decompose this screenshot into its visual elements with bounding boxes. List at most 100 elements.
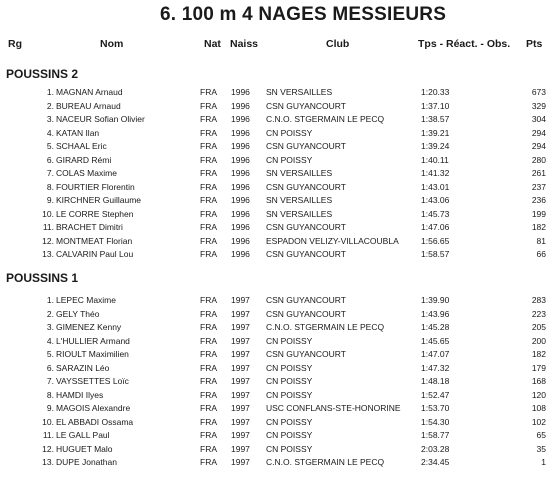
nationality: FRA bbox=[200, 362, 217, 373]
rank-cell: 5. bbox=[46, 141, 54, 151]
birth-year: 1996 bbox=[231, 168, 250, 178]
table-row: 13. DUPE Jonathan FRA 1997 C.N.O. STGERMAIN … bbox=[0, 457, 553, 470]
swim-time: 1:38.57 bbox=[421, 114, 450, 124]
rank-cell: 7. bbox=[46, 376, 54, 386]
swim-time: 1:54.30 bbox=[421, 416, 450, 427]
nationality: FRA bbox=[200, 195, 217, 205]
nationality: FRA bbox=[200, 322, 217, 332]
table-row: 1. LEPEC Maxime FRA 1997 CSN GUYANCOURT 1:39.… bbox=[0, 295, 553, 308]
swim-time: 1:20.33 bbox=[421, 87, 450, 97]
athlete-name: EL ABBADI Ossama bbox=[56, 416, 134, 427]
table-row: 8. HAMDI Ilyes FRA 1997 CN POISSY 1:52.47 120 bbox=[0, 390, 553, 403]
nationality: FRA bbox=[200, 141, 217, 151]
header-points: Pts bbox=[526, 38, 543, 50]
athlete-name: BUREAU Arnaud bbox=[56, 100, 121, 111]
birth-year: 1997 bbox=[231, 457, 250, 467]
birth-year: 1996 bbox=[231, 87, 250, 97]
swim-time: 1:52.47 bbox=[421, 389, 450, 400]
athlete-name: SARAZIN Léo bbox=[56, 362, 110, 373]
club-name: CSN GUYANCOURT bbox=[266, 181, 346, 192]
points: 329 bbox=[531, 100, 546, 111]
athlete-name: KATAN Ilan bbox=[56, 127, 100, 138]
nationality: FRA bbox=[200, 249, 217, 259]
athlete-name: NACEUR Sofian Olivier bbox=[56, 114, 145, 124]
rank-cell: 12. bbox=[42, 235, 54, 246]
club-name: CN POISSY bbox=[266, 430, 313, 440]
athlete-name: SCHAAL Eric bbox=[56, 141, 107, 151]
birth-year: 1997 bbox=[231, 362, 250, 373]
rank-cell: 10. bbox=[42, 208, 54, 219]
points: 120 bbox=[531, 389, 546, 400]
table-row: 6. GIRARD Rémi FRA 1996 CN POISSY 1:40.11 280 bbox=[0, 155, 553, 168]
table-row: 12. MONTMEAT Florian FRA 1996 ESPADON VELIZY… bbox=[0, 236, 553, 249]
swim-time: 1:45.28 bbox=[421, 322, 450, 332]
rank-cell: 7. bbox=[46, 168, 54, 178]
table-row: 13. CALVARIN Paul Lou FRA 1996 CSN GUYANCOUR… bbox=[0, 249, 553, 262]
rank-cell: 6. bbox=[46, 154, 54, 165]
athlete-name: GIMENEZ Kenny bbox=[56, 322, 122, 332]
table-row: 5. RIOULT Maximilien FRA 1997 CSN GUYANCOURT… bbox=[0, 349, 553, 362]
points: 673 bbox=[531, 87, 546, 97]
table-row: 11. BRACHET Dimitri FRA 1996 CSN GUYANCOURT 1… bbox=[0, 222, 553, 235]
athlete-name: BRACHET Dimitri bbox=[56, 222, 123, 232]
swim-time: 1:58.57 bbox=[421, 249, 450, 259]
birth-year: 1997 bbox=[231, 322, 250, 332]
club-name: CSN GUYANCOURT bbox=[266, 222, 346, 232]
section-heading-poussins-2: POUSSINS 2 bbox=[6, 67, 79, 81]
swim-time: 1:41.32 bbox=[421, 168, 450, 178]
club-name: SN VERSAILLES bbox=[266, 87, 333, 97]
rank-cell: 8. bbox=[46, 181, 54, 192]
birth-year: 1996 bbox=[231, 195, 250, 205]
points: 283 bbox=[531, 295, 546, 305]
points: 200 bbox=[531, 335, 546, 346]
club-name: CSN GUYANCOURT bbox=[266, 100, 346, 111]
header-club: Club bbox=[326, 38, 350, 50]
club-name: CSN GUYANCOURT bbox=[266, 141, 346, 151]
swim-time: 1:47.06 bbox=[421, 222, 450, 232]
points: 236 bbox=[531, 195, 546, 205]
table-row: 3. NACEUR Sofian Olivier FRA 1996 C.N.O. STG… bbox=[0, 114, 553, 127]
header-name: Nom bbox=[100, 38, 124, 50]
table-row: 4. L'HULLIER Armand FRA 1997 CN POISSY 1:45.6… bbox=[0, 336, 553, 349]
points: 65 bbox=[536, 430, 546, 440]
birth-year: 1997 bbox=[231, 308, 250, 319]
club-name: SN VERSAILLES bbox=[266, 208, 333, 219]
athlete-name: GELY Théo bbox=[56, 308, 100, 319]
points: 168 bbox=[531, 376, 546, 386]
swim-time: 1:58.77 bbox=[421, 430, 450, 440]
points: 66 bbox=[536, 249, 546, 259]
swim-time: 1:56.65 bbox=[421, 235, 450, 246]
points: 179 bbox=[531, 362, 546, 373]
table-row: 9. KIRCHNER Guillaume FRA 1996 SN VERSAILLES… bbox=[0, 195, 553, 208]
nationality: FRA bbox=[200, 168, 217, 178]
rank-cell: 3. bbox=[46, 114, 54, 124]
nationality: FRA bbox=[200, 389, 217, 400]
nationality: FRA bbox=[200, 114, 217, 124]
athlete-name: LE CORRE Stephen bbox=[56, 208, 134, 219]
birth-year: 1996 bbox=[231, 100, 250, 111]
table-row: 2. BUREAU Arnaud FRA 1996 CSN GUYANCOURT 1:37… bbox=[0, 101, 553, 114]
athlete-name: COLAS Maxime bbox=[56, 168, 117, 178]
athlete-name: LE GALL Paul bbox=[56, 430, 110, 440]
nationality: FRA bbox=[200, 349, 217, 359]
nationality: FRA bbox=[200, 335, 217, 346]
rank-cell: 11. bbox=[42, 430, 54, 440]
nationality: FRA bbox=[200, 376, 217, 386]
nationality: FRA bbox=[200, 403, 217, 413]
swim-time: 1:37.10 bbox=[421, 100, 450, 111]
athlete-name: L'HULLIER Armand bbox=[56, 335, 130, 346]
table-row: 8. FOURTIER Florentin FRA 1996 CSN GUYANCOUR… bbox=[0, 182, 553, 195]
swim-time: 1:45.65 bbox=[421, 335, 450, 346]
birth-year: 1996 bbox=[231, 222, 250, 232]
nationality: FRA bbox=[200, 295, 217, 305]
points: 294 bbox=[531, 141, 546, 151]
birth-year: 1996 bbox=[231, 141, 250, 151]
points: 237 bbox=[531, 181, 546, 192]
rank-cell: 6. bbox=[46, 362, 54, 373]
nationality: FRA bbox=[200, 430, 217, 440]
athlete-name: RIOULT Maximilien bbox=[56, 349, 129, 359]
section-heading-poussins-1: POUSSINS 1 bbox=[6, 271, 79, 285]
table-row: 10. EL ABBADI Ossama FRA 1997 CN POISSY 1:54.… bbox=[0, 417, 553, 430]
rank-cell: 12. bbox=[42, 443, 54, 454]
club-name: C.N.O. STGERMAIN LE PECQ bbox=[266, 457, 385, 467]
